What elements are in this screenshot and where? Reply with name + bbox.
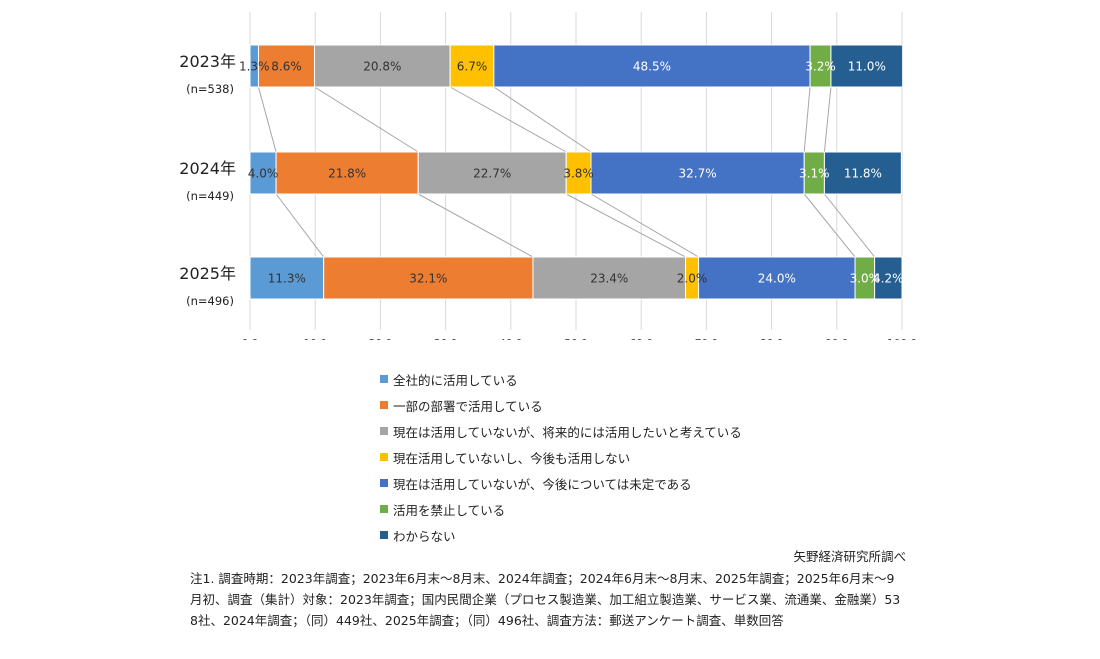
sample-size-label: (n=496)	[186, 294, 234, 308]
legend-swatch	[380, 401, 388, 409]
bar-segment	[417, 151, 567, 195]
series-line	[449, 86, 567, 153]
bar-segment	[698, 256, 856, 300]
data-label: 3.0%	[850, 272, 881, 286]
bar-segment	[275, 151, 419, 195]
series-lines	[257, 86, 876, 258]
data-label: 32.1%	[409, 272, 447, 286]
legend-item: わからない	[380, 522, 840, 548]
legend-swatch	[380, 531, 388, 539]
source-credit: 矢野経済研究所調べ	[793, 549, 906, 564]
x-tick-label: 60.0	[630, 338, 653, 340]
data-label: 6.7%	[457, 60, 488, 74]
legend-swatch	[380, 427, 388, 435]
series-line	[565, 193, 686, 258]
bars	[249, 44, 904, 300]
series-line	[823, 86, 832, 153]
legend-item: 一部の部署で活用している	[380, 392, 840, 418]
legend-label: 現在は活用していないが、将来的には活用したいと考えている	[393, 424, 742, 440]
bar-segment	[323, 256, 534, 300]
footnote: 注1. 調査時期：2023年調査；2023年6月末～8月末、2024年調査；20…	[190, 571, 901, 628]
category-label: 2023年	[179, 52, 236, 71]
data-label: 24.0%	[758, 272, 796, 286]
data-label: 20.8%	[363, 60, 401, 74]
data-label: 11.0%	[848, 60, 886, 74]
data-label: 1.3%	[239, 60, 270, 74]
category-label: 2025年	[179, 264, 236, 283]
series-line	[275, 193, 325, 258]
legend-item: 活用を禁止している	[380, 496, 840, 522]
x-tick-label: 20.0	[369, 338, 392, 340]
bar-segment	[830, 44, 904, 88]
sample-size-label: (n=449)	[186, 189, 234, 203]
data-label: 23.4%	[590, 272, 628, 286]
x-tick-label: 0.0	[242, 338, 259, 340]
data-label: 3.1%	[799, 167, 830, 181]
legend-label: 現在は活用していないが、今後については未定である	[393, 476, 692, 492]
series-line	[803, 193, 856, 258]
legend-swatch	[380, 375, 388, 383]
sample-size-label: (n=538)	[186, 82, 234, 96]
legend-item: 現在活用していないし、今後も活用しない	[380, 444, 840, 470]
x-tick-label: 10.0	[304, 338, 327, 340]
x-tick-label: 80.0	[760, 338, 783, 340]
data-label: 4.0%	[248, 167, 279, 181]
data-label: 48.5%	[633, 60, 671, 74]
bar-segment	[565, 151, 592, 195]
bar-segment	[257, 44, 316, 88]
category-labels: 2023年 (n=538) 2024年 (n=449) 2025年 (n=496)	[179, 52, 236, 308]
legend-item: 全社的に活用している	[380, 366, 840, 392]
data-label: 22.7%	[473, 167, 511, 181]
category-label: 2024年	[179, 159, 236, 178]
series-line	[493, 86, 592, 153]
x-tick-label: 90.0	[825, 338, 848, 340]
data-label: 32.7%	[679, 167, 717, 181]
series-line	[803, 86, 811, 153]
legend-label: 全社的に活用している	[393, 372, 518, 388]
x-tick-label: 30.0	[434, 338, 457, 340]
bar-segment	[532, 256, 687, 300]
legend-label: 現在活用していないし、今後も活用しない	[393, 450, 631, 466]
bar-segment	[449, 44, 495, 88]
legend-item: 現在は活用していないが、今後については未定である	[380, 470, 840, 496]
x-axis-ticks: 0.0 10.0 20.0 30.0 40.0 50.0 60.0 70.0 80.0 90.0 1…	[242, 338, 917, 340]
bar-segment	[823, 151, 902, 195]
series-line	[417, 193, 534, 258]
series-line	[590, 193, 699, 258]
series-line	[314, 86, 419, 153]
bar-segment	[874, 256, 903, 300]
legend-swatch	[380, 505, 388, 513]
x-tick-label: 40.0	[499, 338, 522, 340]
data-label: 3.2%	[805, 60, 836, 74]
data-label: 3.8%	[563, 167, 594, 181]
x-tick-label: 100.0	[887, 338, 917, 340]
series-line	[824, 193, 876, 258]
x-tick-label: 50.0	[564, 338, 587, 340]
bar-segment	[314, 44, 451, 88]
data-label: 21.8%	[328, 167, 366, 181]
x-tick-label: 70.0	[695, 338, 718, 340]
legend-item: 現在は活用していないが、将来的には活用したいと考えている	[380, 418, 840, 444]
legend-label: わからない	[393, 528, 456, 544]
series-line	[257, 86, 277, 153]
stacked-bar-chart: 1.3% 8.6% 20.8% 6.7% 48.5% 3.2% 11.0% 4.0% 21.8%…	[179, 12, 917, 340]
legend-swatch	[380, 479, 388, 487]
data-label: 11.3%	[268, 272, 306, 286]
bar-segment	[249, 151, 277, 195]
legend: 全社的に活用している 一部の部署で活用している 現在は活用していないが、将来的に…	[380, 366, 840, 548]
data-label: 11.8%	[844, 167, 882, 181]
legend-label: 一部の部署で活用している	[393, 398, 543, 414]
bar-segment	[249, 256, 325, 300]
data-label: 4.2%	[873, 272, 904, 286]
data-labels: 1.3% 8.6% 20.8% 6.7% 48.5% 3.2% 11.0% 4.0% 21.8%…	[239, 60, 904, 286]
legend-swatch	[380, 453, 388, 461]
bar-segment	[493, 44, 811, 88]
data-label: 2.0%	[677, 272, 708, 286]
data-label: 8.6%	[271, 60, 302, 74]
legend-label: 活用を禁止している	[393, 502, 506, 518]
